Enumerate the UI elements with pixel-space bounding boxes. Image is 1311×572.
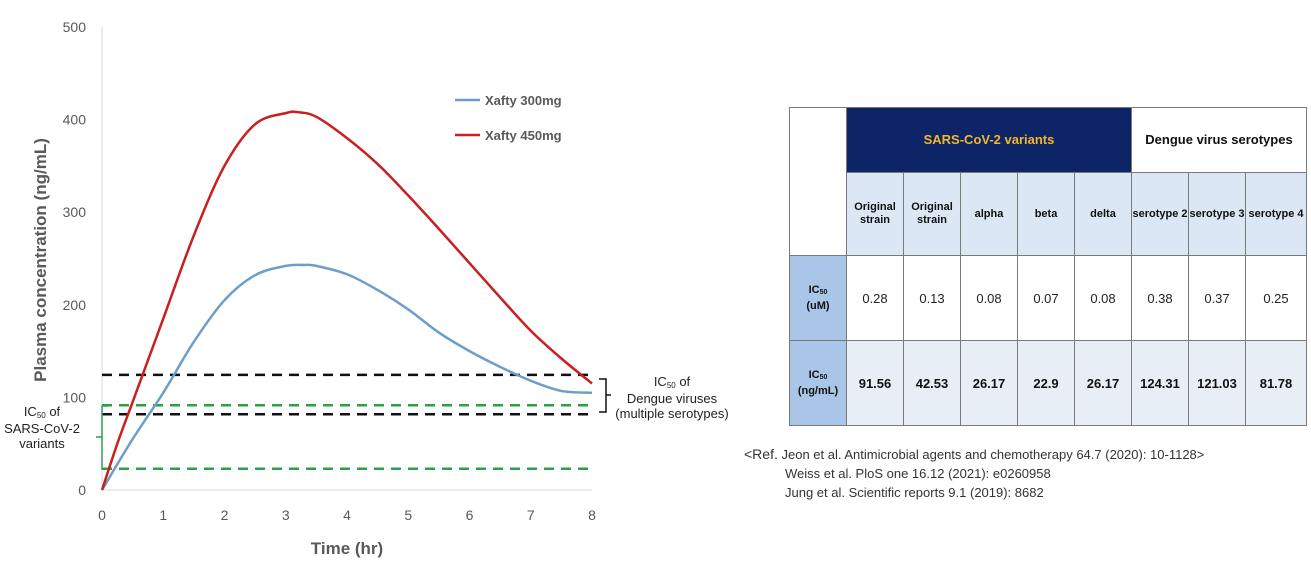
table-cell: 0.25 <box>1245 255 1307 341</box>
column-header: delta <box>1074 172 1132 256</box>
table-cell: 26.17 <box>1074 340 1132 426</box>
row-header-ic50-um: IC50 (uM) <box>789 255 847 341</box>
y-tick-label: 400 <box>63 112 87 128</box>
row-label-subscript: 50 <box>819 289 828 296</box>
y-tick-label: 500 <box>63 19 87 35</box>
table-cell: 121.03 <box>1188 340 1246 426</box>
reference-line: Weiss et al. PloS one 16.12 (2021): e026… <box>785 466 1051 481</box>
column-header: serotype 2 <box>1131 172 1189 256</box>
x-tick-label: 5 <box>404 507 412 523</box>
row-label-prefix: IC <box>808 284 820 296</box>
row-header-ic50-ngml: IC50 (ng/mL) <box>789 340 847 426</box>
sars-ic50-annotation: IC50 of SARS-CoV-2 variants <box>4 404 80 451</box>
x-tick-label: 6 <box>466 507 474 523</box>
x-tick-label: 1 <box>159 507 167 523</box>
column-header: Original strain <box>846 172 904 256</box>
dengue-ic50-annotation: IC50 of Dengue viruses (multiple serotyp… <box>612 374 732 421</box>
x-tick-label: 8 <box>588 507 596 523</box>
ic50-reference-lines <box>102 373 592 471</box>
series-line-450mg <box>100 110 593 491</box>
references-block: <Ref. Jeon et al. Antimicrobial agents a… <box>744 445 1204 502</box>
x-tick-label: 0 <box>98 507 106 523</box>
table-cell: 124.31 <box>1131 340 1189 426</box>
dengue-bracket <box>599 378 611 413</box>
legend-label-300mg: Xafty 300mg <box>485 93 562 108</box>
dengue-ic50-subscript: 50 <box>666 381 676 390</box>
table-group-header-row: SARS-CoV-2 variants Dengue virus serotyp… <box>789 107 1307 256</box>
row-label-unit: (ng/mL) <box>797 385 839 397</box>
column-header: beta <box>1017 172 1075 256</box>
dengue-ic50-line2: Dengue viruses <box>626 391 718 406</box>
sars-group-header: SARS-CoV-2 variants <box>846 107 1132 173</box>
reference-line: <Ref. Jeon et al. Antimicrobial agents a… <box>744 445 1204 464</box>
legend-label-450mg: Xafty 450mg <box>485 128 562 143</box>
series-line-300mg <box>100 263 593 491</box>
y-tick-label: 200 <box>63 297 87 313</box>
dengue-ic50-line3: (multiple serotypes) <box>615 406 729 421</box>
column-header: serotype 3 <box>1188 172 1246 256</box>
x-tick-label: 7 <box>527 507 535 523</box>
sars-ic50-prefix: IC <box>23 404 37 419</box>
x-axis-label: Time (hr) <box>311 539 383 558</box>
column-header: Original strain <box>903 172 961 256</box>
y-tick-label: 0 <box>78 482 86 498</box>
table-row: IC50 (uM) 0.28 0.13 0.08 0.07 0.08 0.38 0… <box>789 255 1307 341</box>
dengue-group-header: Dengue virus serotypes <box>1131 107 1307 173</box>
table-cell: 0.38 <box>1131 255 1189 341</box>
table-corner-cell <box>789 107 847 256</box>
chart-legend: Xafty 300mg Xafty 450mg <box>455 93 562 143</box>
table-cell: 26.17 <box>960 340 1018 426</box>
column-header: alpha <box>960 172 1018 256</box>
chart-series <box>100 110 593 491</box>
ic50-table: SARS-CoV-2 variants Dengue virus serotyp… <box>789 107 1307 426</box>
row-label-subscript: 50 <box>819 374 828 381</box>
table-row: IC50 (ng/mL) 91.56 42.53 26.17 22.9 26.17… <box>789 340 1307 426</box>
table-cell: 0.28 <box>846 255 904 341</box>
y-axis-label: Plasma concentration (ng/mL) <box>31 138 50 382</box>
chart-ticks: 0 1 2 3 4 5 6 7 8 0 100 200 300 400 500 <box>63 19 596 523</box>
pk-line-chart: 0 1 2 3 4 5 6 7 8 0 100 200 300 400 500 Xafty 300mg Xa… <box>31 19 611 558</box>
sars-ic50-suffix: of <box>45 404 61 419</box>
table-cell: 81.78 <box>1245 340 1307 426</box>
table-cell: 0.13 <box>903 255 961 341</box>
dengue-ic50-prefix: IC <box>653 374 667 389</box>
row-label-unit: (uM) <box>806 300 830 312</box>
x-tick-label: 4 <box>343 507 351 523</box>
table-cell: 91.56 <box>846 340 904 426</box>
table-cell: 22.9 <box>1017 340 1075 426</box>
column-header: serotype 4 <box>1245 172 1307 256</box>
sars-ic50-line3: variants <box>19 436 65 451</box>
table-cell: 0.08 <box>1074 255 1132 341</box>
reference-line: Jung et al. Scientific reports 9.1 (2019… <box>785 485 1044 500</box>
y-tick-label: 300 <box>63 204 87 220</box>
row-label-prefix: IC <box>808 369 820 381</box>
x-tick-label: 3 <box>282 507 290 523</box>
dengue-ic50-suffix: of <box>675 374 691 389</box>
sars-ic50-line2: SARS-CoV-2 <box>4 421 80 436</box>
reference-prefix: <Ref. <box>744 446 778 462</box>
reference-text: Jeon et al. Antimicrobial agents and che… <box>781 447 1205 462</box>
table-column-header-row: Original strain Original strain alpha be… <box>790 172 1307 256</box>
table-cell: 0.07 <box>1017 255 1075 341</box>
table-cell: 0.37 <box>1188 255 1246 341</box>
x-tick-label: 2 <box>221 507 229 523</box>
y-tick-label: 100 <box>63 389 87 405</box>
table-cell: 42.53 <box>903 340 961 426</box>
sars-ic50-subscript: 50 <box>36 411 46 420</box>
sars-bracket <box>96 405 108 470</box>
table-cell: 0.08 <box>960 255 1018 341</box>
